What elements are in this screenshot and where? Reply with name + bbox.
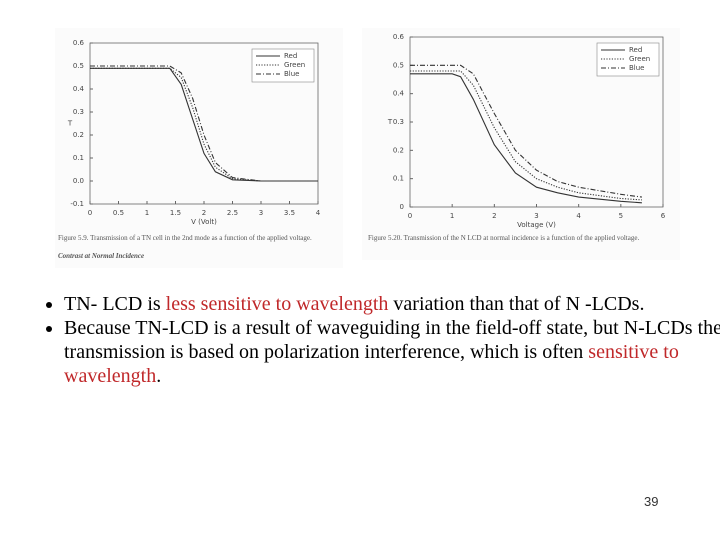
y-tick-label: 0.6 <box>73 39 85 47</box>
x-tick-label: 0 <box>88 209 92 217</box>
y-tick-label: 0.2 <box>73 131 84 139</box>
x-tick-label: 2 <box>492 212 496 220</box>
page-number: 39 <box>644 494 659 509</box>
legend-label: Green <box>284 61 305 69</box>
x-tick-label: 2.5 <box>227 209 238 217</box>
x-tick-label: 4 <box>316 209 321 217</box>
text: TN- LCD is <box>64 293 166 315</box>
x-axis-label: V (Volt) <box>191 218 217 226</box>
y-tick-label: -0.1 <box>70 200 84 208</box>
x-tick-label: 1 <box>145 209 149 217</box>
figure-note: Contrast at Normal Incidence <box>58 252 145 260</box>
bullet: TN- LCD is less sensitive to wavelength … <box>64 292 720 316</box>
legend-label: Blue <box>629 64 645 72</box>
bullet: Because TN-LCD is a result of waveguidin… <box>64 316 720 388</box>
bullet-list: TN- LCD is less sensitive to wavelength … <box>28 292 720 388</box>
legend-label: Red <box>629 46 642 54</box>
y-tick-label: 0.4 <box>393 90 405 98</box>
data-line <box>410 73 642 204</box>
data-line <box>410 70 642 201</box>
legend-label: Red <box>284 52 297 60</box>
data-line <box>410 64 642 198</box>
figure-caption: Figure 5.9. Transmission of a TN cell in… <box>58 234 312 242</box>
y-tick-label: 0.6 <box>393 33 405 41</box>
legend-label: Blue <box>284 70 300 78</box>
y-tick-label: 0.3 <box>393 118 404 126</box>
y-tick-label: 0.1 <box>73 154 84 162</box>
y-tick-label: 0.1 <box>393 175 404 183</box>
x-tick-label: 3 <box>259 209 263 217</box>
highlighted-text: sensitive to wavelength <box>64 341 679 387</box>
x-tick-label: 1 <box>450 212 454 220</box>
figures: 0 0.5 1 1.5 2 2.5 3 3.5 4 -0.1 0.0 0.1 0.2 0.3 0.4 0.5 0… <box>66 33 666 229</box>
y-tick-label: 0.5 <box>393 61 404 69</box>
data-line <box>90 65 318 182</box>
x-tick-label: 6 <box>661 212 666 220</box>
x-tick-label: 5 <box>619 212 623 220</box>
figure-caption: Figure 5.20. Transmission of the N LCD a… <box>368 234 640 242</box>
x-tick-label: 0.5 <box>113 209 124 217</box>
y-tick-label: 0.4 <box>73 85 85 93</box>
y-tick-label: 0.2 <box>393 146 404 154</box>
y-axis-label: T <box>387 118 393 126</box>
x-tick-label: 3.5 <box>284 209 295 217</box>
y-tick-label: 0.5 <box>73 62 84 70</box>
y-axis-label: T <box>67 120 73 128</box>
x-tick-label: 1.5 <box>170 209 181 217</box>
y-tick-label: 0.0 <box>73 177 84 185</box>
x-tick-label: 4 <box>576 212 581 220</box>
highlighted-text: less sensitive to wavelength <box>165 293 389 315</box>
x-tick-label: 3 <box>534 212 538 220</box>
text: . <box>156 365 162 387</box>
x-axis-label: Voltage (V) <box>517 221 556 229</box>
y-tick-label: 0.3 <box>73 108 84 116</box>
legend-label: Green <box>629 55 650 63</box>
text: variation than that of N -LCDs. <box>388 293 645 315</box>
text: Because TN-LCD is a result of waveguidin… <box>64 317 720 363</box>
x-tick-label: 0 <box>408 212 412 220</box>
x-tick-label: 2 <box>202 209 206 217</box>
data-line <box>90 67 318 182</box>
y-tick-label: 0 <box>400 203 404 211</box>
